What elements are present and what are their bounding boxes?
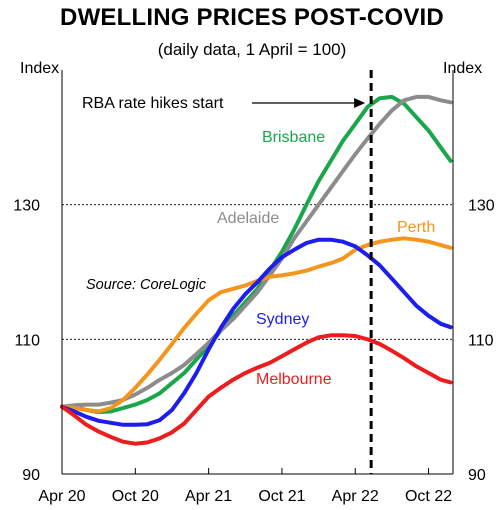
series-line-melbourne bbox=[60, 333, 453, 446]
rba-arrow-head bbox=[354, 98, 366, 108]
y-tick-right-110: 110 bbox=[468, 332, 494, 349]
y-tick-right-130: 130 bbox=[468, 198, 495, 215]
y-tick-left-110: 110 bbox=[14, 332, 40, 349]
y-tick-left-90: 90 bbox=[22, 467, 40, 484]
series-line-sydney bbox=[60, 237, 453, 427]
series-label-brisbane: Brisbane bbox=[262, 129, 325, 146]
series-line-brisbane bbox=[60, 94, 453, 415]
series-label-adelaide: Adelaide bbox=[217, 210, 279, 227]
y-tick-left-130: 130 bbox=[13, 198, 40, 215]
source-note: Source: CoreLogic bbox=[86, 277, 207, 293]
x-tick-label: Apr 21 bbox=[185, 488, 232, 505]
series-label-sydney: Sydney bbox=[256, 311, 309, 328]
x-tick-label: Oct 20 bbox=[112, 488, 159, 505]
series-line-adelaide bbox=[60, 94, 453, 409]
y-tick-right-90: 90 bbox=[468, 467, 486, 484]
y-axis-label-right: Index bbox=[443, 60, 482, 77]
y-axis-label-left: Index bbox=[20, 60, 59, 77]
series-label-melbourne: Melbourne bbox=[256, 371, 332, 388]
x-tick-label: Apr 22 bbox=[332, 488, 379, 505]
x-tick-label: Oct 22 bbox=[405, 488, 452, 505]
series-label-perth: Perth bbox=[397, 219, 435, 236]
rba-annotation-label: RBA rate hikes start bbox=[82, 95, 224, 112]
chart-title: DWELLING PRICES POST-COVID bbox=[60, 4, 444, 31]
chart-subtitle: (daily data, 1 April = 100) bbox=[157, 40, 347, 59]
x-tick-label: Oct 21 bbox=[258, 488, 305, 505]
x-tick-label: Apr 20 bbox=[38, 488, 85, 505]
